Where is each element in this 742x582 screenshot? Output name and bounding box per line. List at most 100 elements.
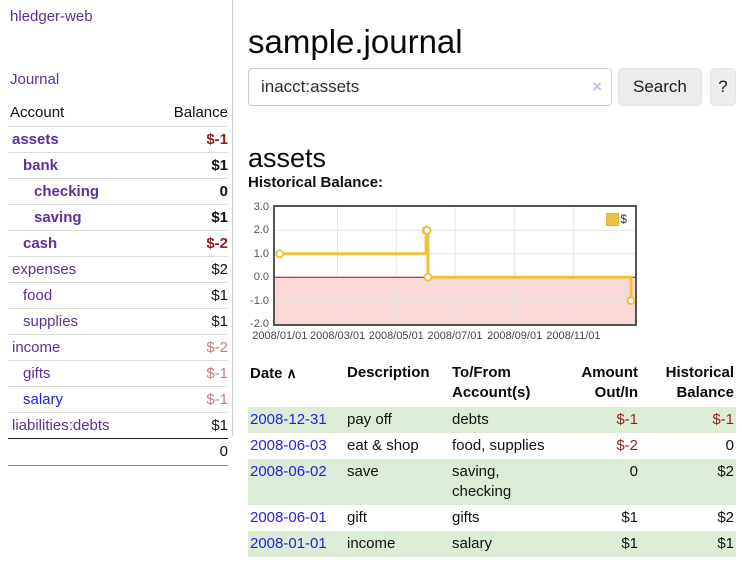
search-form: × Search ? — [248, 68, 736, 106]
account-link-checking[interactable]: checking — [34, 183, 100, 200]
account-balance: $2 — [211, 261, 228, 278]
register-description: save — [347, 463, 379, 480]
account-row: supplies $1 — [8, 308, 228, 335]
page-title: sample.journal — [248, 23, 463, 61]
account-row: assets $-1 — [8, 126, 228, 153]
register-date-link[interactable]: 2008-01-01 — [250, 535, 327, 552]
register-description: eat & shop — [347, 437, 419, 454]
account-balance: $-2 — [206, 235, 228, 252]
register-balance: $1 — [717, 535, 734, 552]
legend-swatch-icon — [606, 212, 620, 226]
account-row: income $-2 — [8, 334, 228, 361]
x-tick-label: 2008/05/01 — [368, 330, 424, 342]
register-row: 2008-06-03 eat & shop food, supplies $-2 0 — [248, 433, 736, 459]
register-amount: $-2 — [616, 437, 638, 454]
accounts-total-row: 0 — [8, 438, 228, 466]
x-tick-label: 2008/11/01 — [546, 330, 601, 342]
account-link-liabilities-debts[interactable]: liabilities:debts — [12, 417, 110, 434]
account-balance: $-1 — [206, 131, 228, 148]
register-date-link[interactable]: 2008-06-02 — [250, 463, 327, 480]
account-balance: $-2 — [206, 339, 228, 356]
account-row: gifts $-1 — [8, 360, 228, 387]
y-tick-label: 1.0 — [253, 247, 269, 260]
column-header-balance: Historical Balance — [665, 364, 734, 401]
column-header-date[interactable]: Date ∧ — [250, 365, 297, 382]
register-date-link[interactable]: 2008-12-31 — [250, 411, 327, 428]
account-link-assets[interactable]: assets — [12, 131, 59, 148]
x-tick-label: 2008/09/01 — [487, 330, 543, 342]
register-description: pay off — [347, 411, 392, 428]
account-balance: $1 — [211, 313, 228, 330]
search-input[interactable] — [248, 68, 612, 106]
account-link-saving[interactable]: saving — [34, 209, 82, 226]
accounts-total-balance: 0 — [219, 443, 228, 460]
register-accounts: food, supplies — [452, 437, 545, 454]
register-balance: $2 — [717, 463, 734, 480]
register-table: Date ∧ Description To/From Account(s) Amo… — [248, 360, 736, 557]
main-content: sample.journal × Search ? assets Histori… — [248, 0, 736, 582]
account-link-income[interactable]: income — [12, 339, 61, 356]
account-link-cash[interactable]: cash — [23, 235, 58, 252]
data-point-marker — [275, 249, 285, 259]
account-link-gifts[interactable]: gifts — [23, 365, 51, 382]
x-tick-label: 2008/07/01 — [427, 330, 483, 342]
account-balance: $1 — [211, 417, 228, 434]
account-row: food $1 — [8, 282, 228, 309]
chart-svg — [275, 207, 635, 324]
account-row: liabilities:debts $1 — [8, 412, 228, 439]
y-tick-label: 2.0 — [253, 224, 269, 237]
account-link-salary[interactable]: salary — [23, 391, 64, 408]
column-header-amount: Amount Out/In — [581, 364, 638, 401]
y-tick-label: -1.0 — [250, 294, 269, 307]
search-box: × — [248, 68, 612, 106]
register-date-link[interactable]: 2008-06-03 — [250, 437, 327, 454]
account-link-expenses[interactable]: expenses — [12, 261, 77, 278]
account-balance: $-1 — [206, 365, 228, 382]
chart-plot-area[interactable]: $ — [273, 205, 637, 326]
accounts-header-balance: Balance — [173, 104, 228, 121]
help-button[interactable]: ? — [709, 68, 736, 106]
register-row: 2008-12-31 pay off debts $-1 $-1 — [248, 407, 736, 433]
register-row: 2008-06-01 gift gifts $1 $2 — [248, 505, 736, 531]
account-row: bank $1 — [8, 152, 228, 179]
register-header-row: Date ∧ Description To/From Account(s) Amo… — [248, 360, 736, 407]
register-accounts: gifts — [452, 509, 480, 526]
register-accounts: saving, checking — [452, 463, 512, 500]
sort-asc-icon: ∧ — [286, 365, 297, 381]
x-tick-label: 2008/03/01 — [310, 330, 366, 342]
account-balance: $1 — [211, 209, 228, 226]
clear-search-icon[interactable]: × — [592, 77, 602, 96]
data-point-marker — [422, 225, 432, 235]
account-row: salary $-1 — [8, 386, 228, 413]
historical-balance-chart: 3.0 2.0 1.0 0.0 -1.0 -2.0 $ 2008/01/01 2008/03… — [248, 200, 736, 348]
data-point-marker — [423, 272, 433, 282]
app-title-link[interactable]: hledger-web — [10, 8, 93, 25]
sidebar-item-journal[interactable]: Journal — [10, 71, 60, 88]
column-header-description: Description — [347, 364, 430, 381]
register-accounts: salary — [452, 535, 493, 552]
search-button[interactable]: Search — [618, 68, 702, 106]
accounts-header-row: Account Balance — [8, 100, 228, 127]
x-tick-label: 2008/01/01 — [252, 330, 308, 342]
register-row: 2008-01-01 income salary $1 $1 — [248, 531, 736, 557]
register-amount: 0 — [629, 463, 638, 480]
account-page-title: assets — [248, 143, 327, 174]
register-balance: $-1 — [712, 411, 734, 428]
register-accounts: debts — [452, 411, 489, 428]
account-link-food[interactable]: food — [23, 287, 53, 304]
register-row: 2008-06-02 save saving, checking 0 $2 — [248, 459, 736, 505]
account-row: saving $1 — [8, 204, 228, 231]
register-balance: 0 — [725, 437, 734, 454]
sidebar-divider — [232, 0, 233, 436]
register-date-link[interactable]: 2008-06-01 — [250, 509, 327, 526]
account-link-bank[interactable]: bank — [23, 157, 59, 174]
account-balance: 0 — [219, 183, 228, 200]
chart-legend: $ — [605, 212, 628, 226]
register-balance: $2 — [717, 509, 734, 526]
account-balance: $1 — [211, 287, 228, 304]
accounts-table: Account Balance assets $-1 bank $1 checking 0… — [8, 100, 228, 466]
chart-title: Historical Balance: — [248, 174, 384, 191]
account-row: checking 0 — [8, 178, 228, 205]
data-point-marker — [626, 296, 635, 306]
account-link-supplies[interactable]: supplies — [23, 313, 79, 330]
